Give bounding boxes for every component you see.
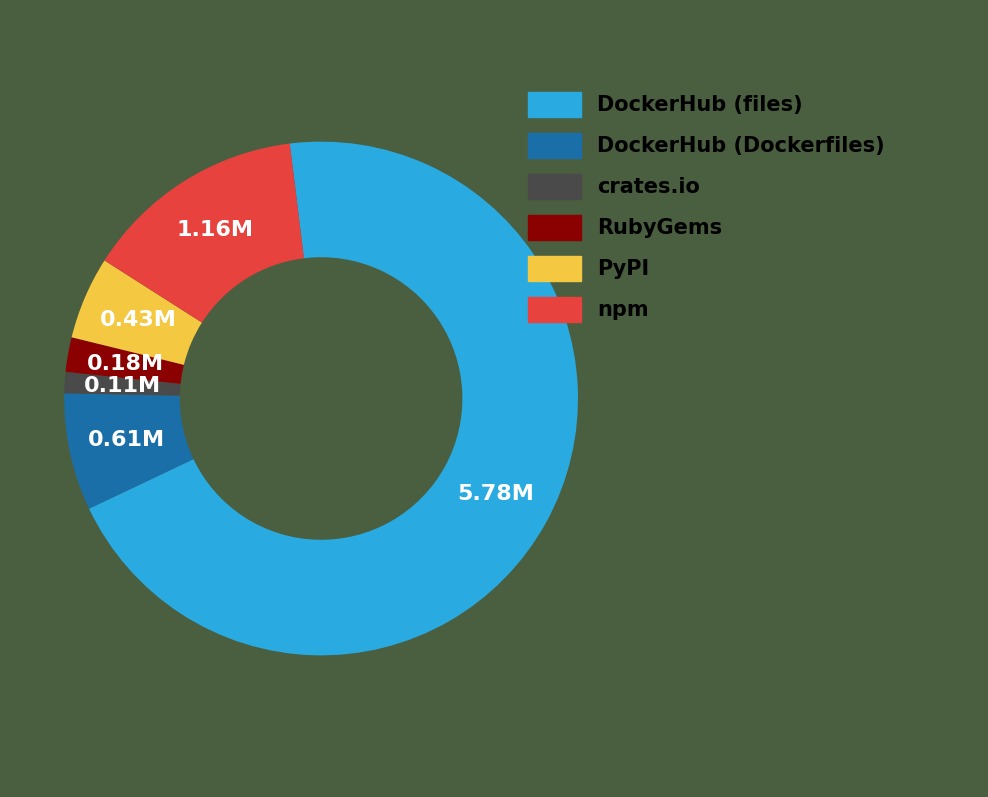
Text: 0.11M: 0.11M (84, 376, 161, 396)
Wedge shape (64, 372, 181, 395)
Wedge shape (65, 337, 184, 384)
Wedge shape (64, 393, 194, 508)
Wedge shape (89, 142, 578, 655)
Wedge shape (71, 261, 202, 365)
Text: 0.43M: 0.43M (100, 310, 177, 330)
Legend: DockerHub (files), DockerHub (Dockerfiles), crates.io, RubyGems, PyPI, npm: DockerHub (files), DockerHub (Dockerfile… (512, 75, 901, 339)
Text: 0.61M: 0.61M (88, 430, 165, 450)
Text: 0.18M: 0.18M (86, 355, 164, 375)
Text: 1.16M: 1.16M (177, 220, 253, 240)
Text: 5.78M: 5.78M (457, 485, 534, 505)
Wedge shape (105, 143, 304, 323)
